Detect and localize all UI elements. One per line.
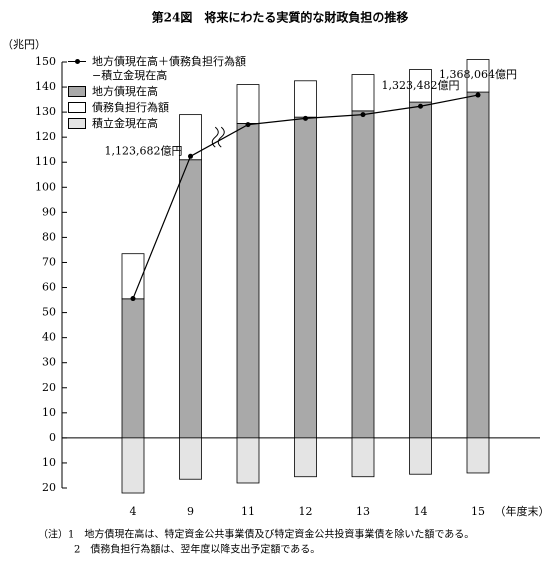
legend-swatch (68, 86, 86, 97)
y-tick-label: 40 (42, 331, 56, 344)
line-point (475, 92, 481, 98)
chart-title: 第24図 将来にわたる実質的な財政負担の推移 (152, 10, 409, 25)
y-tick-label: 150 (35, 55, 56, 68)
y-tick-label: 140 (35, 80, 56, 93)
bar (121, 298, 145, 439)
legend-item: 積立金現在高 (68, 117, 252, 131)
bar (294, 437, 317, 478)
legend: 地方債現在高＋債務負担行為額−積立金現在高地方債現在高 債務負担行為額 積立金現在高 (68, 55, 252, 133)
line-point (245, 122, 251, 128)
x-tick-label: 11 (241, 505, 255, 518)
y-tick-label: 30 (42, 356, 56, 369)
bar (351, 110, 375, 439)
x-tick-label: 9 (187, 505, 194, 518)
bar (236, 122, 260, 439)
y-tick-label: 50 (42, 306, 56, 319)
line-point (303, 115, 308, 121)
bar (409, 69, 432, 103)
bar (351, 74, 375, 112)
line-point (188, 153, 193, 159)
bar (294, 80, 317, 118)
bar (409, 437, 432, 475)
bar (351, 437, 375, 478)
value-label: 1,368,064億円 (439, 68, 517, 81)
bar (466, 59, 490, 93)
note: （注）1 地方債現在高は、特定資金公共事業債及び特定資金公共投資事業債を除いた額… (38, 528, 474, 541)
x-tick-label: 4 (130, 505, 137, 518)
x-tick-label: 14 (414, 505, 428, 518)
legend-label: 債務負担行為額 (92, 101, 169, 114)
y-tick-label: 130 (35, 105, 56, 118)
legend-item: 地方債現在高＋債務負担行為額−積立金現在高 (68, 55, 252, 83)
bar (179, 159, 202, 439)
y-tick-label: 10 (42, 456, 56, 469)
bar (121, 437, 145, 494)
bar (179, 114, 202, 161)
value-label: 1,323,482億円 (382, 79, 460, 92)
legend-swatch (68, 118, 86, 129)
y-tick-label: 90 (42, 205, 56, 218)
legend-label: 積立金現在高 (92, 117, 158, 130)
x-axis-label: （年度末） (495, 504, 550, 518)
y-tick-label: 60 (42, 281, 56, 294)
bar (236, 437, 260, 484)
bar (466, 437, 490, 474)
y-tick-label: 10 (42, 406, 56, 419)
bar (179, 437, 202, 480)
legend-swatch (68, 55, 86, 67)
note: 2 債務負担行為額は、翌年度以降支出予定額である。 (74, 543, 320, 556)
value-label: 1,123,682億円 (105, 144, 183, 157)
y-tick-label: 120 (35, 130, 56, 143)
y-tick-label: 110 (35, 155, 56, 168)
y-tick-label: 20 (42, 381, 56, 394)
x-tick-label: 13 (356, 505, 370, 518)
line-point (418, 103, 423, 109)
legend-item: 債務負担行為額 (68, 101, 252, 115)
line-point (130, 296, 136, 302)
y-tick-label: 20 (42, 481, 56, 494)
y-tick-label: 70 (42, 255, 56, 268)
bar (294, 116, 317, 439)
line-point (360, 112, 366, 118)
legend-swatch (68, 102, 86, 113)
legend-label: 地方債現在高＋債務負担行為額−積立金現在高 (92, 55, 246, 82)
y-axis-label: （兆円） (2, 38, 46, 51)
y-tick-label: 100 (35, 180, 56, 193)
x-tick-label: 15 (471, 505, 485, 518)
legend-item: 地方債現在高 (68, 85, 252, 99)
x-tick-label: 12 (299, 505, 313, 518)
bar (466, 91, 490, 439)
bar (121, 253, 145, 300)
y-tick-label: 80 (42, 230, 56, 243)
legend-label: 地方債現在高 (92, 85, 158, 98)
y-tick-label: 0 (49, 431, 56, 444)
bar (409, 101, 432, 439)
